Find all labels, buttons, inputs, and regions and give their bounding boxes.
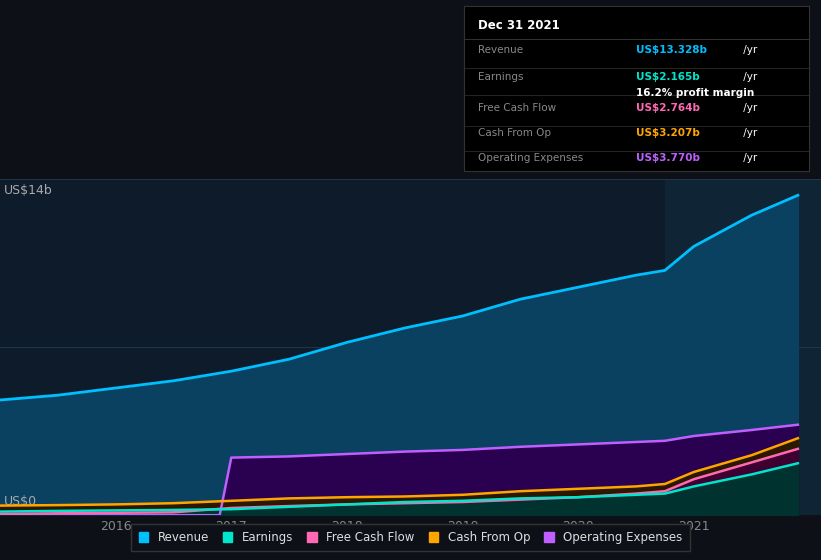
Text: Revenue: Revenue <box>478 45 523 55</box>
Text: /yr: /yr <box>740 103 757 113</box>
Text: US$3.207b: US$3.207b <box>636 128 700 138</box>
Text: Dec 31 2021: Dec 31 2021 <box>478 19 559 32</box>
Text: US$14b: US$14b <box>4 184 53 197</box>
Text: Earnings: Earnings <box>478 72 523 82</box>
Text: US$13.328b: US$13.328b <box>636 45 707 55</box>
Text: /yr: /yr <box>740 128 757 138</box>
Text: Operating Expenses: Operating Expenses <box>478 153 583 162</box>
Text: /yr: /yr <box>740 45 757 55</box>
Text: US$0: US$0 <box>4 496 37 508</box>
Text: US$2.165b: US$2.165b <box>636 72 700 82</box>
Legend: Revenue, Earnings, Free Cash Flow, Cash From Op, Operating Expenses: Revenue, Earnings, Free Cash Flow, Cash … <box>131 524 690 551</box>
Text: 16.2% profit margin: 16.2% profit margin <box>636 88 754 98</box>
Bar <box>665 179 821 515</box>
Text: Cash From Op: Cash From Op <box>478 128 551 138</box>
Text: Free Cash Flow: Free Cash Flow <box>478 103 556 113</box>
Text: /yr: /yr <box>740 153 757 162</box>
Text: /yr: /yr <box>740 72 757 82</box>
Text: US$3.770b: US$3.770b <box>636 153 700 162</box>
Text: US$2.764b: US$2.764b <box>636 103 700 113</box>
